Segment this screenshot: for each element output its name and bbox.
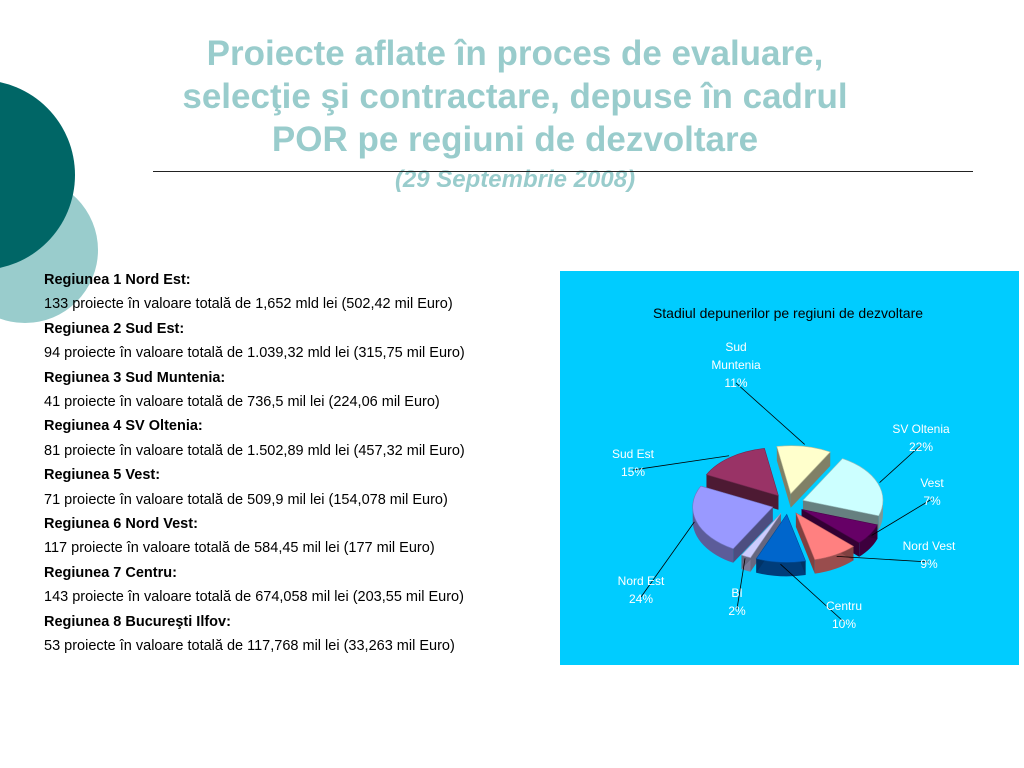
- region-name: Regiunea 6 Nord Vest:: [44, 516, 198, 533]
- pie-slice-label: 2%: [728, 604, 746, 618]
- region-item: Regiunea 5 Vest: 71 proiecte în valoare …: [44, 463, 554, 512]
- pie-chart: Stadiul depunerilor pe regiuni de dezvol…: [612, 305, 956, 631]
- region-name: Regiunea 3 Sud Muntenia:: [44, 369, 226, 386]
- pie-slice-label: Sud Est: [612, 447, 655, 461]
- pie-slice-side: [692, 507, 734, 563]
- pie-slice-label: 22%: [909, 440, 933, 454]
- pie-slice-label: BI: [731, 586, 742, 600]
- pie-slice-wall: [706, 474, 779, 510]
- region-item: Regiunea 3 Sud Muntenia: 41 proiecte în …: [44, 366, 554, 415]
- pie-slice: [801, 509, 878, 544]
- region-name: Regiunea 2 Sud Est:: [44, 320, 185, 337]
- leader-line: [879, 444, 922, 483]
- page-title-line-2: selecţie şi contractare, depuse în cadru…: [182, 77, 848, 116]
- pie-slice: [802, 458, 884, 517]
- chart-title: Stadiul depunerilor pe regiuni de dezvol…: [653, 305, 923, 321]
- pie-slice-label: 7%: [923, 494, 941, 508]
- page-title-line-3: POR pe regiuni de dezvoltare: [271, 120, 759, 159]
- pie-slice: [776, 445, 831, 495]
- leader-line: [836, 556, 930, 563]
- pie-slice: [692, 485, 774, 550]
- page-subtitle: (29 Septembrie 2008): [394, 166, 636, 193]
- pie-slice-label: Nord Vest: [903, 539, 956, 553]
- title-underline: [153, 171, 973, 172]
- region-name: Regiunea 7 Centru:: [44, 564, 177, 581]
- leader-line: [640, 521, 695, 598]
- leader-line: [735, 382, 805, 445]
- leader-line: [871, 498, 933, 536]
- pie-slice-wall: [790, 452, 831, 508]
- pie-slice-label: Vest: [920, 476, 944, 490]
- region-item: Regiunea 2 Sud Est: 94 proiecte în valoa…: [44, 317, 554, 366]
- region-name: Regiunea 4 SV Oltenia:: [44, 418, 203, 435]
- pie-slice-label: Sud: [725, 340, 746, 354]
- region-detail: 143 proiecte în valoare totală de 674,05…: [44, 589, 464, 606]
- region-item: Regiunea 7 Centru: 143 proiecte în valoa…: [44, 561, 554, 610]
- pie-labels: Sud Muntenia 11% SV Oltenia 22% Vest 7% Nord Ve…: [612, 340, 956, 631]
- region-detail: 117 proiecte în valoare totală de 584,45…: [44, 540, 435, 557]
- region-detail: 71 proiecte în valoare totală de 509,9 m…: [44, 491, 448, 508]
- pie-slice-label: 9%: [920, 557, 938, 571]
- pie-slice-side: [878, 500, 883, 530]
- dark-circle: [0, 82, 75, 268]
- page-title-line-1: Proiecte aflate în proces de evaluare,: [206, 34, 824, 73]
- pie-slice-label: 15%: [621, 465, 645, 479]
- pie-slice: [755, 513, 807, 563]
- region-detail: 41 proiecte în valoare totală de 736,5 m…: [44, 394, 440, 411]
- region-detail: 133 proiecte în valoare totală de 1,652 …: [44, 296, 453, 313]
- leader-line: [632, 455, 730, 471]
- pie-slice-label: 24%: [629, 592, 653, 606]
- title-block: Proiecte aflate în proces de evaluare, s…: [100, 32, 930, 195]
- region-list: Regiunea 1 Nord Est: 133 proiecte în val…: [44, 268, 554, 659]
- region-name: Regiunea 8 Bucureşti Ilfov:: [44, 613, 231, 630]
- pie-slice-label: Nord Est: [618, 574, 665, 588]
- pie-slice-wall: [776, 446, 791, 508]
- pie-slice-label: 10%: [832, 617, 856, 631]
- leader-line: [736, 558, 746, 610]
- pie-chart-panel: Stadiul depunerilor pe regiuni de dezvol…: [560, 271, 1019, 665]
- pie-slice-tops: [692, 445, 884, 563]
- pie-slice: [795, 512, 855, 561]
- pie-slice-label: SV Oltenia: [892, 422, 950, 436]
- region-name: Regiunea 5 Vest:: [44, 467, 161, 484]
- decorative-circles: [0, 82, 98, 323]
- region-detail: 81 proiecte în valoare totală de 1.502,8…: [44, 442, 465, 459]
- pie-leader-lines: [632, 382, 933, 623]
- region-item: Regiunea 8 Bucureşti Ilfov: 53 proiecte …: [44, 610, 554, 659]
- region-item: Regiunea 4 SV Oltenia: 81 proiecte în va…: [44, 414, 554, 463]
- pie-slice-wall: [795, 513, 815, 574]
- region-item: Regiunea 1 Nord Est: 133 proiecte în val…: [44, 268, 554, 317]
- pie-slice: [705, 448, 779, 497]
- region-name: Regiunea 1 Nord Est:: [44, 272, 191, 288]
- region-detail: 53 proiecte în valoare totală de 117,768…: [44, 638, 455, 655]
- region-item: Regiunea 6 Nord Vest: 117 proiecte în va…: [44, 512, 554, 561]
- pie-slice-side: [756, 558, 806, 577]
- pie-slice-label: Muntenia: [711, 358, 761, 372]
- region-detail: 94 proiecte în valoare totală de 1.039,3…: [44, 345, 465, 362]
- pie-slice-label: 11%: [724, 376, 747, 390]
- pie-slice-wall: [733, 507, 773, 563]
- pie-slice: [740, 513, 782, 559]
- leader-line: [780, 563, 845, 623]
- pie-slice-label: Centru: [826, 599, 862, 613]
